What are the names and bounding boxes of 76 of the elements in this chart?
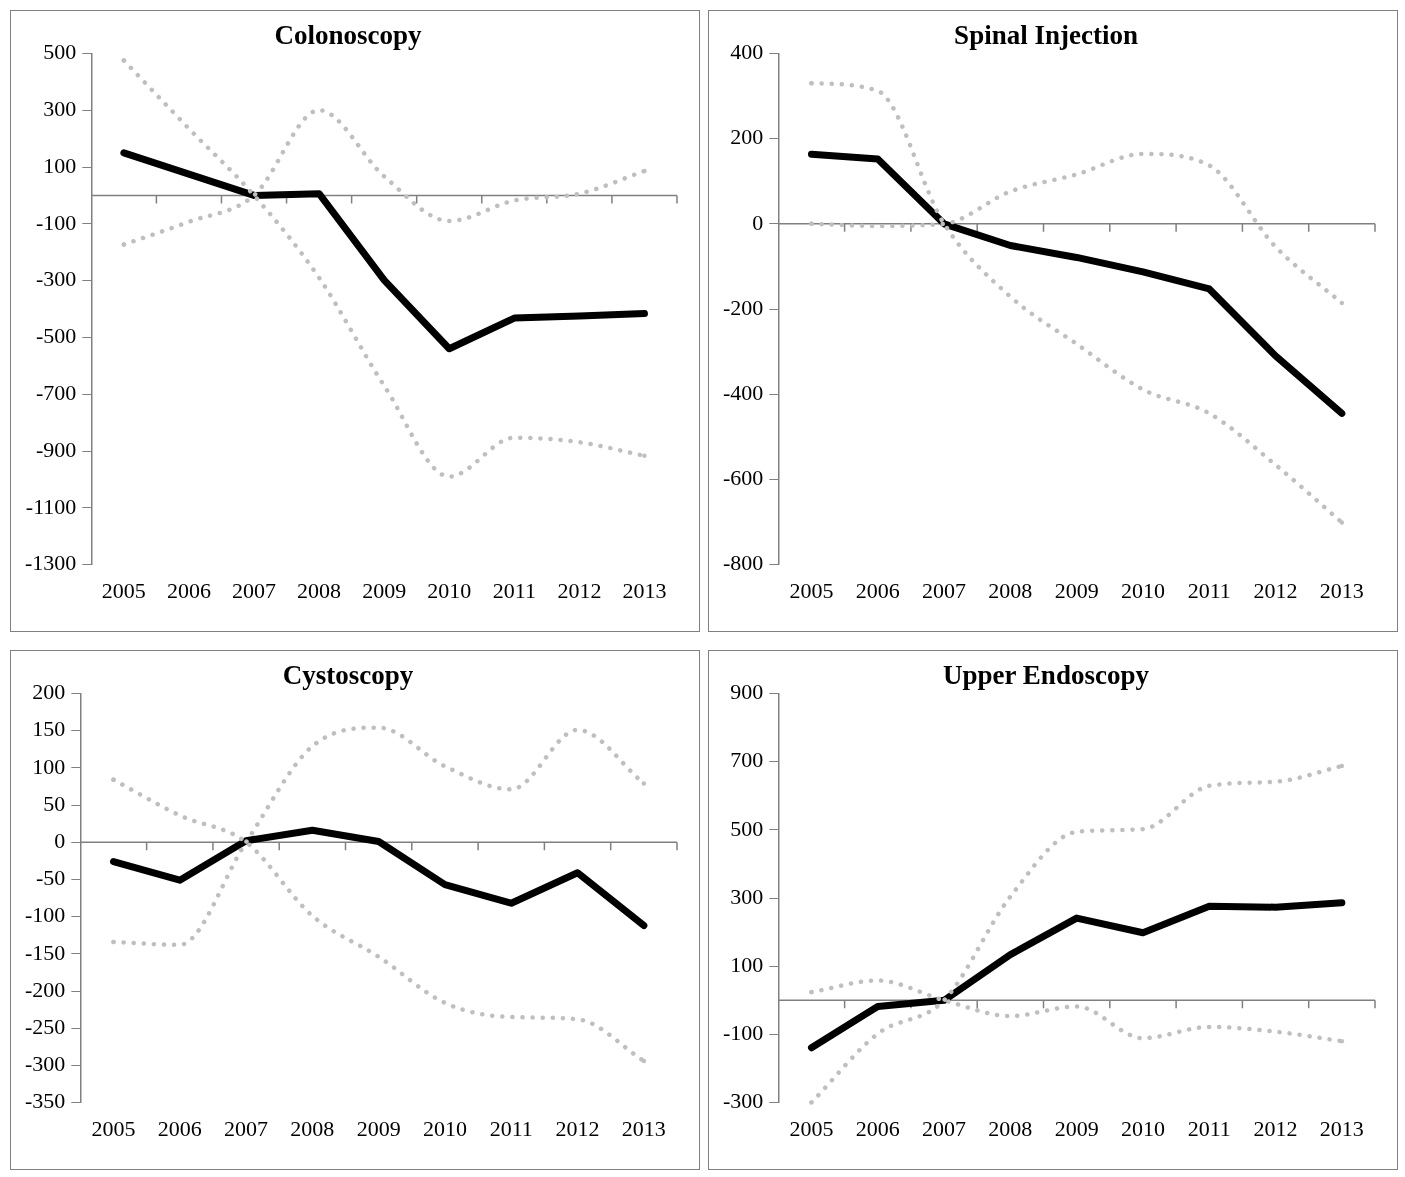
x-tick-label: 2010: [427, 577, 472, 603]
x-tick-label: 2012: [1253, 577, 1298, 603]
y-tick-label: 300: [730, 883, 764, 909]
y-tick-label: -300: [723, 1088, 764, 1114]
x-tick-label: 2013: [1319, 577, 1364, 603]
chart-title: Cystoscopy: [282, 660, 414, 691]
x-tick-label: 2007: [224, 1115, 269, 1141]
chart-title: Spinal Injection: [954, 20, 1138, 51]
y-tick-label: 500: [43, 39, 77, 65]
y-tick-label: -500: [36, 323, 77, 349]
x-tick-label: 2007: [232, 577, 277, 603]
x-tick-label: 2013: [1319, 1115, 1364, 1141]
y-tick-label: 400: [730, 39, 764, 65]
y-tick-label: 0: [752, 209, 764, 235]
y-tick-label: -100: [723, 1020, 764, 1046]
y-tick-label: 100: [43, 152, 77, 178]
x-tick-label: 2007: [922, 577, 967, 603]
x-tick-label: 2009: [1054, 1115, 1099, 1141]
y-tick-label: 150: [32, 716, 66, 742]
x-tick-label: 2008: [988, 577, 1033, 603]
x-tick-label: 2008: [988, 1115, 1033, 1141]
x-tick-label: 2005: [789, 577, 834, 603]
x-tick-label: 2006: [157, 1115, 202, 1141]
x-tick-label: 2011: [1187, 577, 1231, 603]
x-tick-label: 2010: [1120, 1115, 1165, 1141]
x-tick-label: 2006: [855, 577, 900, 603]
y-tick-label: 500: [730, 815, 764, 841]
y-tick-label: -50: [36, 865, 66, 891]
y-tick-label: -350: [25, 1088, 66, 1114]
y-tick-label: 50: [43, 790, 66, 816]
y-tick-label: -800: [723, 550, 764, 576]
x-tick-label: 2011: [489, 1115, 533, 1141]
y-tick-label: 0: [54, 827, 66, 853]
y-tick-label: 200: [32, 679, 66, 705]
x-tick-label: 2010: [422, 1115, 467, 1141]
x-tick-label: 2009: [362, 577, 407, 603]
y-tick-label: -1100: [25, 493, 77, 519]
x-tick-label: 2009: [1054, 577, 1099, 603]
y-tick-label: -400: [723, 379, 764, 405]
x-tick-label: 2005: [91, 1115, 136, 1141]
y-tick-label: 300: [43, 95, 77, 121]
y-tick-label: -150: [25, 939, 66, 965]
x-tick-label: 2010: [1120, 577, 1165, 603]
x-tick-label: 2013: [621, 1115, 666, 1141]
y-tick-label: -1300: [25, 550, 77, 576]
x-tick-label: 2009: [356, 1115, 401, 1141]
x-tick-label: 2008: [297, 577, 342, 603]
y-tick-label: 900: [730, 679, 764, 705]
x-tick-label: 2013: [622, 577, 667, 603]
y-tick-label: -250: [25, 1013, 66, 1039]
y-tick-label: -700: [36, 379, 77, 405]
y-tick-label: 200: [730, 124, 764, 150]
x-tick-label: 2008: [290, 1115, 335, 1141]
x-tick-label: 2005: [101, 577, 146, 603]
x-tick-label: 2005: [789, 1115, 834, 1141]
x-tick-label: 2012: [1253, 1115, 1298, 1141]
y-tick-label: 100: [730, 951, 764, 977]
x-tick-label: 2012: [557, 577, 602, 603]
y-tick-label: 100: [32, 753, 66, 779]
x-tick-label: 2006: [166, 577, 211, 603]
x-tick-label: 2012: [555, 1115, 600, 1141]
x-tick-label: 2011: [1187, 1115, 1231, 1141]
x-tick-label: 2011: [492, 577, 536, 603]
chart-title: Upper Endoscopy: [943, 660, 1150, 691]
x-tick-label: 2006: [855, 1115, 900, 1141]
y-tick-label: -600: [723, 465, 764, 491]
y-tick-label: 700: [730, 747, 764, 773]
y-tick-label: -200: [723, 294, 764, 320]
y-tick-label: -100: [25, 902, 66, 928]
y-tick-label: -100: [36, 209, 77, 235]
chart-title: Colonoscopy: [274, 20, 423, 51]
y-tick-label: -200: [25, 976, 66, 1002]
x-tick-label: 2007: [922, 1115, 967, 1141]
y-tick-label: -900: [36, 436, 77, 462]
y-tick-label: -300: [25, 1051, 66, 1077]
y-tick-label: -300: [36, 266, 77, 292]
